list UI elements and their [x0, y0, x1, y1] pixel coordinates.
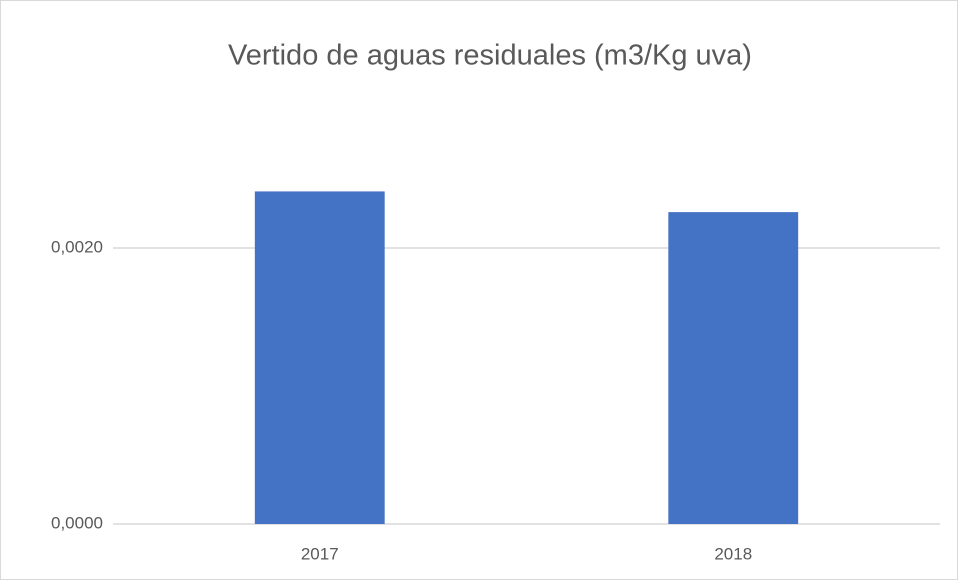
chart-title: Vertido de aguas residuales (m3/Kg uva) [228, 40, 752, 72]
x-tick-label: 2018 [714, 544, 752, 563]
y-tick-label: 0,0000 [51, 513, 103, 532]
bar [668, 212, 799, 524]
x-tick-label: 2017 [301, 544, 339, 563]
y-tick-label: 0,0020 [51, 237, 103, 256]
bar [254, 191, 385, 525]
